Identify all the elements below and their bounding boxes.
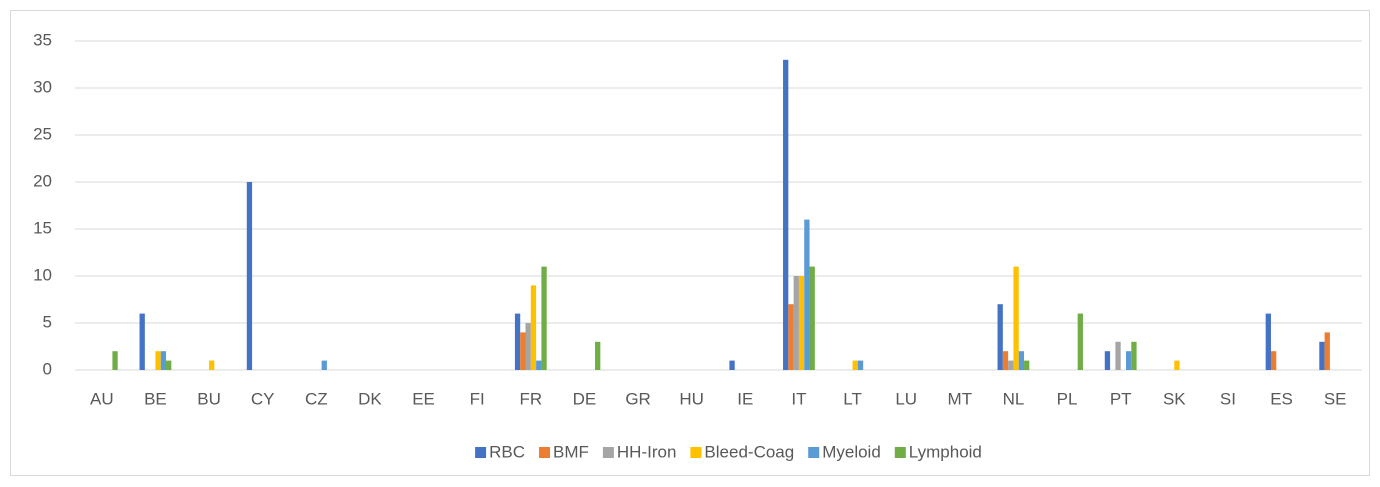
- x-tick-label: DE: [573, 389, 597, 408]
- bar: [155, 351, 161, 370]
- legend-swatch: [894, 447, 906, 458]
- bar: [1002, 351, 1009, 370]
- bar: [541, 266, 547, 370]
- bar: [160, 351, 167, 370]
- x-tick-label: BE: [144, 389, 167, 408]
- bar: [804, 219, 810, 370]
- bar: [536, 360, 542, 370]
- x-tick-label: CY: [251, 389, 275, 408]
- x-tick-label: BU: [197, 389, 221, 408]
- bar: [1174, 360, 1180, 370]
- bar: [809, 266, 815, 370]
- x-tick-label: CZ: [305, 389, 328, 408]
- legend-swatch: [539, 447, 551, 458]
- bar: [1018, 351, 1025, 370]
- x-tick-label: EE: [412, 389, 435, 408]
- x-tick-label: NL: [1003, 389, 1025, 408]
- x-tick-label: SI: [1220, 389, 1236, 408]
- x-tick-label: FR: [519, 389, 542, 408]
- y-tick-label: 20: [33, 171, 52, 190]
- bar: [1115, 341, 1121, 370]
- bar: [595, 341, 601, 370]
- bar: [530, 285, 537, 370]
- x-tick-label: IT: [791, 389, 806, 408]
- bar: [1319, 341, 1325, 370]
- bar: [857, 360, 864, 370]
- bar: [1270, 351, 1277, 370]
- bar: [1024, 360, 1030, 370]
- bar: [209, 360, 215, 370]
- bar: [321, 360, 327, 370]
- bar: [798, 276, 805, 370]
- bar: [520, 332, 526, 370]
- bar: [1104, 351, 1111, 370]
- legend-label: Lymphoid: [909, 442, 982, 461]
- bar: [1324, 332, 1330, 370]
- x-tick-label: FI: [470, 389, 485, 408]
- x-tick-label: GR: [625, 389, 651, 408]
- bar: [1131, 341, 1137, 370]
- bar: [729, 360, 735, 370]
- y-tick-label: 15: [33, 218, 52, 237]
- bar: [997, 304, 1003, 370]
- bar: [1008, 360, 1014, 370]
- legend-label: Myeloid: [822, 442, 881, 461]
- y-tick-label: 10: [33, 265, 52, 284]
- bar: [514, 313, 521, 370]
- x-tick-label: SE: [1324, 389, 1347, 408]
- y-tick-label: 35: [33, 30, 52, 49]
- x-tick-label: PL: [1057, 389, 1078, 408]
- x-tick-label: PT: [1110, 389, 1132, 408]
- legend-swatch: [475, 447, 487, 458]
- x-tick-label: ES: [1270, 389, 1293, 408]
- x-tick-label: DK: [358, 389, 382, 408]
- legend-label: Bleed-Coag: [704, 442, 794, 461]
- bar: [788, 304, 794, 370]
- legend-swatch: [808, 447, 820, 458]
- bar: [112, 351, 118, 370]
- x-tick-label: AU: [90, 389, 114, 408]
- bar: [246, 182, 253, 370]
- x-tick-label: SK: [1163, 389, 1186, 408]
- bar: [166, 360, 172, 370]
- x-tick-label: LU: [895, 389, 917, 408]
- bar: [852, 360, 858, 370]
- bar: [1077, 313, 1083, 370]
- bar: [1125, 351, 1132, 370]
- y-tick-label: 5: [43, 312, 52, 331]
- y-tick-label: 25: [33, 124, 52, 143]
- legend-label: HH-Iron: [617, 442, 677, 461]
- legend-swatch: [602, 447, 614, 458]
- bar: [783, 59, 789, 371]
- legend-swatch: [690, 447, 702, 458]
- bar: [139, 313, 145, 370]
- y-tick-label: 30: [33, 77, 52, 96]
- x-tick-label: LT: [843, 389, 862, 408]
- bar: [1013, 266, 1019, 370]
- bar: [793, 276, 799, 370]
- bar: [525, 323, 531, 370]
- x-tick-label: IE: [737, 389, 753, 408]
- legend-label: BMF: [553, 442, 589, 461]
- x-tick-label: HU: [679, 389, 704, 408]
- legend-label: RBC: [489, 442, 525, 461]
- x-tick-label: MT: [948, 389, 973, 408]
- y-tick-label: 0: [43, 359, 52, 378]
- bar: [1265, 313, 1271, 370]
